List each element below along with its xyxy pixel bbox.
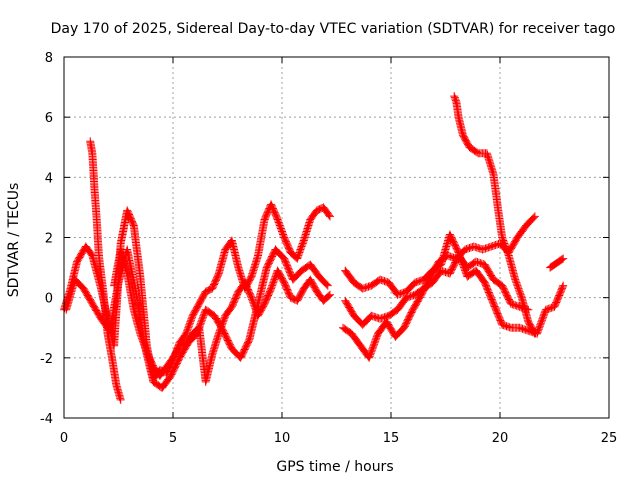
series-markers (546, 254, 568, 272)
x-tick-label: 10 (274, 431, 291, 446)
x-tick-label: 0 (60, 431, 68, 446)
series-markers (110, 245, 334, 386)
chart-title: Day 170 of 2025, Sidereal Day-to-day VTE… (51, 21, 616, 37)
x-tick-label: 5 (169, 431, 177, 446)
y-axis-label: SDTVAR / TECUs (6, 183, 22, 298)
data-points (60, 92, 568, 404)
series-track-h (546, 254, 568, 272)
y-tick-label: 2 (45, 232, 53, 247)
series-track-b (62, 245, 332, 392)
y-tick-label: 8 (45, 51, 53, 66)
series-track-a-spike (86, 137, 125, 404)
series-markers (341, 230, 568, 338)
y-tick-label: 0 (45, 292, 53, 307)
y-tick-label: -2 (40, 352, 53, 367)
x-tick-label: 20 (492, 431, 509, 446)
x-tick-label: 25 (601, 431, 618, 446)
x-tick-label: 15 (383, 431, 400, 446)
y-tick-label: 4 (45, 171, 53, 186)
y-tick-label: 6 (45, 111, 53, 126)
x-axis-label: GPS time / hours (276, 459, 393, 475)
series-markers (62, 245, 332, 392)
series-track-f (341, 230, 568, 338)
plot-frame (63, 56, 610, 419)
series-track-g (450, 92, 539, 338)
series-markers (450, 92, 539, 338)
series-markers (86, 137, 125, 404)
grid (64, 57, 609, 418)
series-track-c (110, 245, 334, 386)
y-tick-label: -4 (40, 412, 53, 427)
